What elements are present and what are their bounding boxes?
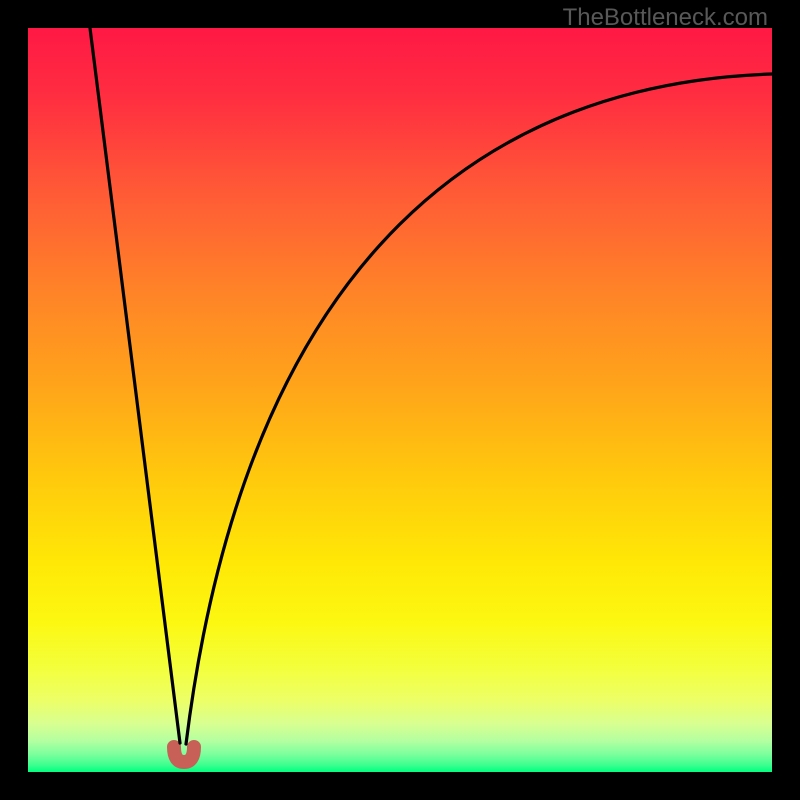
curve-right-branch: [186, 74, 772, 744]
chart-frame: TheBottleneck.com: [0, 0, 800, 800]
curve-trough-marker: [174, 747, 194, 762]
bottleneck-curve: [28, 28, 772, 772]
curve-left-branch: [90, 28, 180, 743]
watermark-text: TheBottleneck.com: [563, 4, 768, 32]
plot-area: [28, 28, 772, 772]
